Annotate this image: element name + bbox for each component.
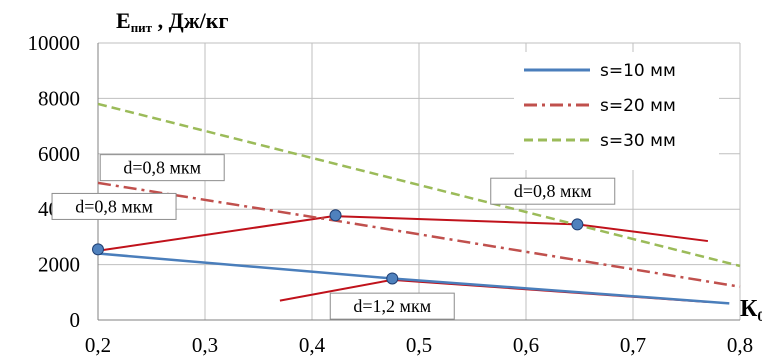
annotations: d=0,8 мкм d=0,8 мкм d=0,8 мкм d=1,2 мкм — [51, 154, 616, 320]
red-curve-line — [97, 215, 709, 252]
x-tick-label: 0,7 — [620, 333, 646, 357]
x-tick-label: 0,4 — [299, 333, 326, 357]
data-point-marker — [329, 209, 342, 222]
legend-label: s=10 мм — [600, 61, 676, 81]
annotation-box — [99, 154, 225, 182]
y-tick-label: 0 — [70, 308, 81, 332]
legend-label: s=30 мм — [600, 131, 676, 151]
tick-labels: 0,20,30,40,50,60,70,80200040006000800010… — [28, 31, 754, 357]
x-tick-label: 0,8 — [727, 333, 753, 357]
legend-box — [514, 52, 719, 170]
annotation-box — [490, 177, 616, 205]
legend: s=10 мм s=20 мм s=30 мм — [514, 52, 719, 170]
y-tick-label: 8000 — [38, 86, 80, 110]
annotation-box — [51, 192, 177, 220]
annotation-label: d=0,8 мкм — [123, 158, 201, 178]
series-line — [97, 102, 741, 268]
points-layer — [92, 209, 584, 285]
x-tick-label: 0,2 — [85, 333, 111, 357]
data-point-marker — [92, 243, 104, 256]
y-tick-label: 10000 — [28, 31, 81, 55]
y-tick-label: 6000 — [38, 142, 80, 166]
data-point-marker — [571, 218, 584, 231]
x-tick-label: 0,6 — [513, 333, 539, 357]
x-tick-label: 0,5 — [406, 333, 432, 357]
x-axis-label: К0 — [740, 296, 762, 325]
annotation-box — [329, 292, 455, 320]
y-axis-label: Eпит , Дж/кг — [116, 8, 228, 35]
x-tick-label: 0,3 — [192, 333, 218, 357]
annotation-label: d=0,8 мкм — [75, 196, 153, 216]
annotation-label: d=0,8 мкм — [514, 181, 592, 201]
legend-label: s=20 мм — [600, 96, 676, 116]
y-tick-label: 2000 — [38, 253, 80, 277]
annotation-label: d=1,2 мкм — [353, 296, 431, 316]
data-point-marker — [386, 272, 399, 285]
